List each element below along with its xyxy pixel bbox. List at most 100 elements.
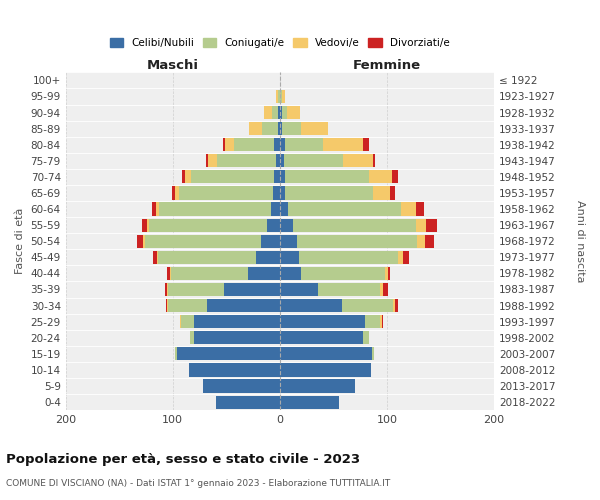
Bar xyxy=(249,122,262,135)
Bar xyxy=(280,106,282,119)
Bar xyxy=(191,170,274,183)
Bar xyxy=(280,315,365,328)
Legend: Celibi/Nubili, Coniugati/e, Vedovi/e, Divorziati/e: Celibi/Nubili, Coniugati/e, Vedovi/e, Di… xyxy=(106,34,454,52)
Bar xyxy=(256,250,280,264)
Bar xyxy=(280,250,299,264)
Bar xyxy=(282,122,301,135)
Bar xyxy=(190,331,194,344)
Bar xyxy=(172,186,175,200)
Bar xyxy=(177,347,280,360)
Bar xyxy=(373,154,375,168)
Bar xyxy=(217,154,275,168)
Bar xyxy=(194,331,280,344)
Text: Femmine: Femmine xyxy=(353,60,421,72)
Bar xyxy=(280,396,338,408)
Bar xyxy=(401,202,416,215)
Bar xyxy=(274,170,280,183)
Bar xyxy=(275,154,280,168)
Bar xyxy=(392,170,398,183)
Bar xyxy=(181,315,194,328)
Bar xyxy=(208,154,217,168)
Bar xyxy=(319,283,380,296)
Bar xyxy=(157,250,158,264)
Bar xyxy=(207,299,280,312)
Bar xyxy=(262,122,278,135)
Bar xyxy=(182,170,185,183)
Text: COMUNE DI VISCIANO (NA) - Dati ISTAT 1° gennaio 2023 - Elaborazione TUTTITALIA.I: COMUNE DI VISCIANO (NA) - Dati ISTAT 1° … xyxy=(6,479,390,488)
Bar xyxy=(280,267,301,280)
Bar xyxy=(280,186,285,200)
Bar xyxy=(299,250,398,264)
Bar xyxy=(152,202,155,215)
Bar xyxy=(285,138,323,151)
Bar xyxy=(282,90,285,103)
Bar xyxy=(427,218,437,232)
Bar xyxy=(264,106,272,119)
Bar xyxy=(383,283,388,296)
Bar xyxy=(416,218,427,232)
Bar xyxy=(224,283,280,296)
Bar xyxy=(223,138,225,151)
Bar xyxy=(364,138,368,151)
Bar xyxy=(380,283,383,296)
Bar xyxy=(403,250,409,264)
Bar xyxy=(285,186,373,200)
Bar xyxy=(280,138,285,151)
Bar xyxy=(293,218,416,232)
Bar xyxy=(165,283,167,296)
Bar xyxy=(278,122,280,135)
Bar xyxy=(274,186,280,200)
Bar xyxy=(189,364,280,376)
Bar xyxy=(284,154,343,168)
Bar xyxy=(206,154,208,168)
Bar xyxy=(274,138,280,151)
Bar xyxy=(416,202,424,215)
Bar xyxy=(368,170,392,183)
Bar xyxy=(280,299,342,312)
Bar xyxy=(175,186,179,200)
Bar xyxy=(280,218,293,232)
Bar xyxy=(280,380,355,392)
Bar xyxy=(342,299,393,312)
Bar xyxy=(398,250,403,264)
Bar xyxy=(260,234,280,248)
Bar xyxy=(323,138,364,151)
Bar xyxy=(280,234,297,248)
Bar xyxy=(372,347,374,360)
Bar xyxy=(137,234,143,248)
Bar xyxy=(180,315,181,328)
Bar xyxy=(267,218,280,232)
Bar xyxy=(203,380,280,392)
Bar xyxy=(395,299,398,312)
Bar xyxy=(382,315,383,328)
Bar xyxy=(145,234,260,248)
Bar xyxy=(365,315,380,328)
Bar xyxy=(280,331,364,344)
Bar xyxy=(385,267,388,280)
Bar xyxy=(142,218,147,232)
Bar xyxy=(280,347,372,360)
Bar xyxy=(380,315,382,328)
Bar xyxy=(155,202,159,215)
Bar xyxy=(393,299,395,312)
Bar xyxy=(248,267,280,280)
Bar xyxy=(278,106,280,119)
Bar xyxy=(280,90,282,103)
Bar xyxy=(364,331,368,344)
Bar xyxy=(373,186,390,200)
Bar xyxy=(287,106,300,119)
Bar xyxy=(234,138,274,151)
Bar xyxy=(166,299,167,312)
Bar xyxy=(272,106,278,119)
Bar xyxy=(143,234,145,248)
Bar xyxy=(167,267,170,280)
Bar xyxy=(225,138,234,151)
Bar xyxy=(194,315,280,328)
Bar xyxy=(215,396,280,408)
Bar xyxy=(167,299,169,312)
Text: Maschi: Maschi xyxy=(147,60,199,72)
Bar xyxy=(417,234,425,248)
Bar xyxy=(280,364,371,376)
Bar xyxy=(301,122,328,135)
Bar xyxy=(167,283,169,296)
